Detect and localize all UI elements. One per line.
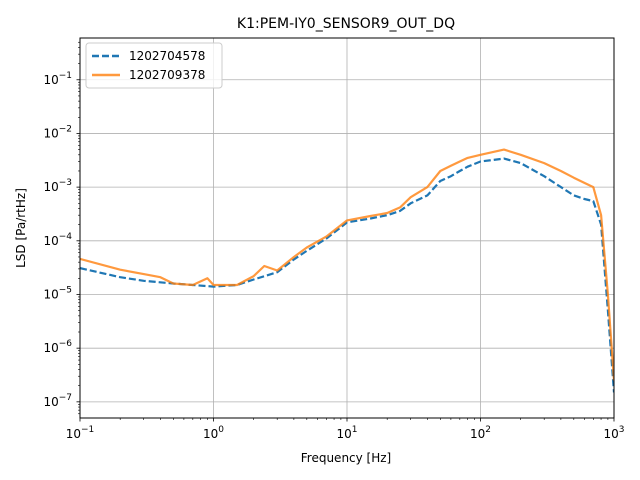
x-tick-label: 102 [470,425,491,441]
y-tick-label: 10−5 [43,285,72,301]
x-axis-title: Frequency [Hz] [301,451,392,465]
legend-box [85,42,223,89]
y-axis-title: LSD [Pa/rtHz] [14,188,28,268]
series-line-2 [80,148,614,381]
y-tick-label: 10−4 [43,232,72,248]
plot-frame [79,37,615,419]
series-lines [80,148,614,393]
legend-label-series-2: 1202709378 [129,68,205,82]
legend-label-series-1: 1202704578 [129,49,205,63]
legend: 1202704578 1202709378 [85,42,223,89]
x-tick-label: 100 [203,425,224,441]
x-tick-label: 10−1 [66,425,95,441]
y-tick-label: 10−7 [43,393,72,409]
x-tick-label: 101 [336,425,357,441]
y-tick-label: 10−3 [43,178,72,194]
chart-title: K1:PEM-IY0_SENSOR9_OUT_DQ [237,16,455,32]
y-tick-label: 10−1 [43,71,72,87]
x-tick-label: 103 [603,425,624,441]
grid [79,38,615,418]
y-tick-label: 10−6 [43,339,72,355]
y-axis-ticks: 10−7 10−6 10−5 10−4 10−3 10−2 10−1 [43,41,80,415]
x-axis-ticks: 10−1 100 101 102 103 [66,418,625,441]
y-tick-label: 10−2 [43,124,72,140]
